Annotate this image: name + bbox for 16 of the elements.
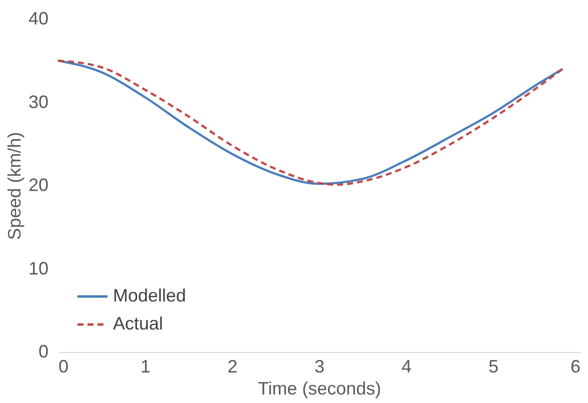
x-axis-title: Time (seconds) bbox=[258, 378, 382, 398]
legend-label: Modelled bbox=[113, 286, 186, 306]
x-tick-label: 3 bbox=[314, 356, 325, 376]
x-tick-label: 1 bbox=[140, 356, 151, 376]
x-tick-label: 0 bbox=[58, 356, 69, 376]
y-tick-label: 30 bbox=[28, 92, 48, 112]
x-tick-label: 2 bbox=[227, 356, 238, 376]
y-axis-title: Speed (km/h) bbox=[4, 132, 24, 240]
y-tick-label: 0 bbox=[38, 342, 48, 362]
x-tick-label: 5 bbox=[488, 356, 499, 376]
y-tick-label: 10 bbox=[28, 258, 48, 278]
x-tick-label: 4 bbox=[401, 356, 412, 376]
legend-label: Actual bbox=[113, 314, 164, 334]
y-tick-label: 20 bbox=[28, 175, 48, 195]
y-tick-label: 40 bbox=[28, 8, 48, 28]
x-tick-label: 6 bbox=[570, 356, 580, 376]
